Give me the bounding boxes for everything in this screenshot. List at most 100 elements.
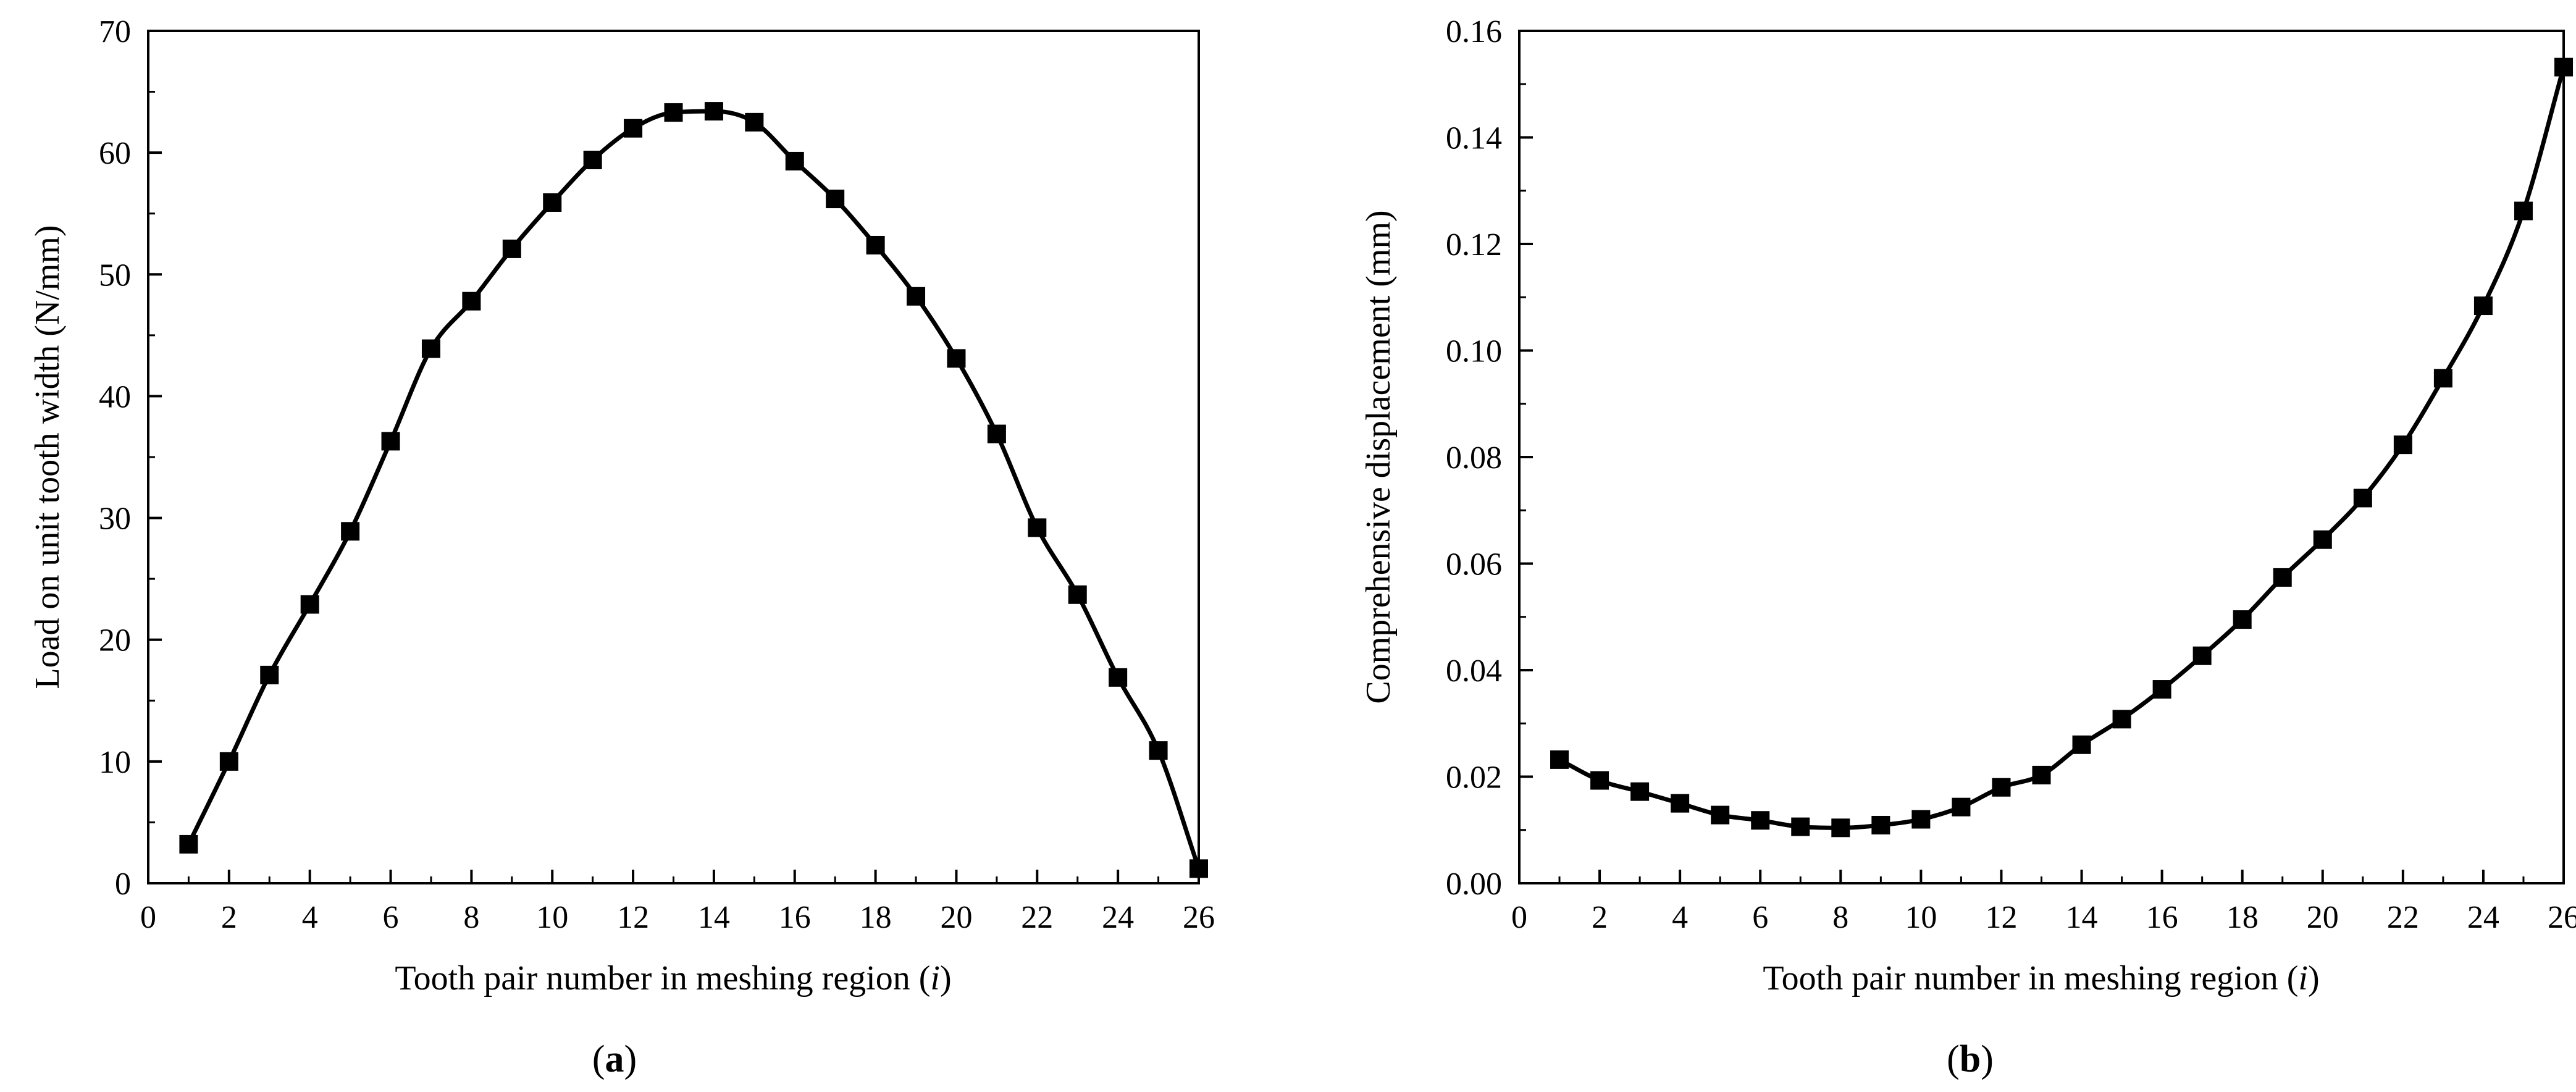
data-point — [1751, 811, 1770, 830]
y-tick-label: 0.02 — [1446, 760, 1502, 796]
data-point — [2072, 735, 2091, 754]
data-point — [300, 595, 319, 614]
x-tick-label: 8 — [463, 900, 479, 935]
series-markers — [179, 102, 1208, 878]
data-point — [2313, 530, 2332, 549]
data-point — [2554, 57, 2573, 77]
series-markers — [1550, 57, 2573, 838]
chart-panel-b: 0 2 4 6 8 10 12 14 16 18 20 22 24 260.000.020.040.060… — [1359, 14, 2576, 1080]
data-point — [1109, 668, 1128, 687]
tick-labels: 0 2 4 6 8 10 12 14 16 18 20 22 24 260.000.020.040.060… — [1446, 14, 2576, 935]
x-tick-label: 24 — [2467, 900, 2499, 935]
x-axis-title-text: Tooth pair number in meshing region ( — [395, 959, 930, 998]
data-point — [745, 112, 764, 132]
data-point — [826, 190, 845, 209]
data-point — [260, 665, 279, 684]
x-tick-label: 12 — [617, 900, 649, 935]
x-tick-label: 22 — [2387, 900, 2419, 935]
data-point — [987, 424, 1006, 443]
data-point — [1550, 750, 1569, 769]
data-point — [1671, 794, 1690, 813]
plot-frame — [147, 30, 1200, 884]
data-point — [2192, 646, 2212, 665]
x-tick-label: 2 — [1592, 900, 1608, 935]
data-point — [907, 287, 926, 306]
x-axis-title-end: ) — [940, 959, 952, 998]
panel-letter: b — [1960, 1038, 1981, 1080]
y-tick-label: 0.00 — [1446, 867, 1502, 902]
y-tick-label: 0.08 — [1446, 440, 1502, 476]
data-point — [179, 834, 198, 854]
data-point — [1871, 815, 1890, 834]
x-tick-label: 12 — [1985, 900, 2017, 935]
data-point — [2032, 765, 2051, 784]
data-point — [2353, 489, 2372, 508]
data-point — [947, 349, 966, 368]
x-tick-label: 2 — [221, 900, 237, 935]
data-point — [502, 239, 521, 258]
data-point — [2112, 710, 2131, 729]
data-point — [1068, 585, 1087, 604]
panel-letter: a — [605, 1038, 624, 1080]
y-axis-title: Load on unit tooth width (N/mm) — [28, 225, 67, 689]
y-axis-title: Comprehensive displacement (mm) — [1359, 210, 1398, 704]
data-point — [2233, 610, 2252, 629]
x-tick-label: 0 — [1511, 900, 1527, 935]
data-point — [1630, 782, 1650, 801]
y-tick-label: 0.10 — [1446, 334, 1502, 369]
data-point — [2514, 201, 2533, 220]
x-tick-label: 14 — [2066, 900, 2098, 935]
data-point — [785, 151, 804, 170]
x-axis-title-variable: i — [930, 959, 940, 998]
x-tick-label: 4 — [302, 900, 318, 935]
panel-label: (b) — [1947, 1038, 1994, 1080]
series-line — [187, 109, 1201, 870]
x-tick-label: 26 — [1183, 900, 1215, 935]
y-tick-label: 0.14 — [1446, 121, 1502, 156]
x-tick-label: 8 — [1832, 900, 1848, 935]
y-tick-label: 40 — [99, 379, 131, 414]
x-tick-label: 24 — [1102, 900, 1134, 935]
data-point — [381, 432, 400, 451]
data-point — [704, 102, 723, 121]
y-tick-label: 0.04 — [1446, 653, 1502, 689]
data-point — [1831, 818, 1850, 838]
x-axis-title-text: Tooth pair number in meshing region ( — [1763, 959, 2298, 998]
x-tick-label: 6 — [1752, 900, 1768, 935]
panel-label: (a) — [592, 1038, 637, 1080]
y-tick-label: 60 — [99, 136, 131, 171]
x-tick-label: 18 — [860, 900, 892, 935]
axis-ticks — [1518, 30, 2565, 884]
x-tick-label: 10 — [536, 900, 568, 935]
data-point — [1711, 805, 1730, 825]
y-tick-label: 30 — [99, 502, 131, 537]
data-point — [462, 292, 481, 311]
data-point — [2473, 296, 2493, 316]
x-tick-label: 20 — [940, 900, 972, 935]
y-tick-label: 0.16 — [1446, 14, 1502, 49]
x-axis-title-variable: i — [2298, 959, 2308, 998]
y-tick-label: 0.12 — [1446, 227, 1502, 262]
data-point — [624, 119, 643, 138]
data-point — [2433, 369, 2452, 388]
data-point — [341, 522, 360, 541]
x-axis-title: Tooth pair number in meshing region (i) — [395, 959, 951, 998]
y-tick-label: 10 — [99, 745, 131, 780]
y-tick-label: 50 — [99, 258, 131, 293]
x-tick-label: 16 — [2146, 900, 2178, 935]
data-point — [1791, 817, 1810, 836]
x-tick-label: 16 — [779, 900, 811, 935]
data-point — [1992, 778, 2011, 797]
data-point — [1149, 741, 1168, 760]
data-point — [1028, 518, 1047, 537]
y-tick-label: 20 — [99, 623, 131, 658]
x-tick-label: 4 — [1672, 900, 1688, 935]
data-point — [583, 150, 602, 169]
data-point — [2393, 435, 2412, 455]
axis-ticks — [147, 30, 1200, 884]
plot-frame — [1518, 30, 2565, 884]
x-axis-title-end: ) — [2308, 959, 2320, 998]
